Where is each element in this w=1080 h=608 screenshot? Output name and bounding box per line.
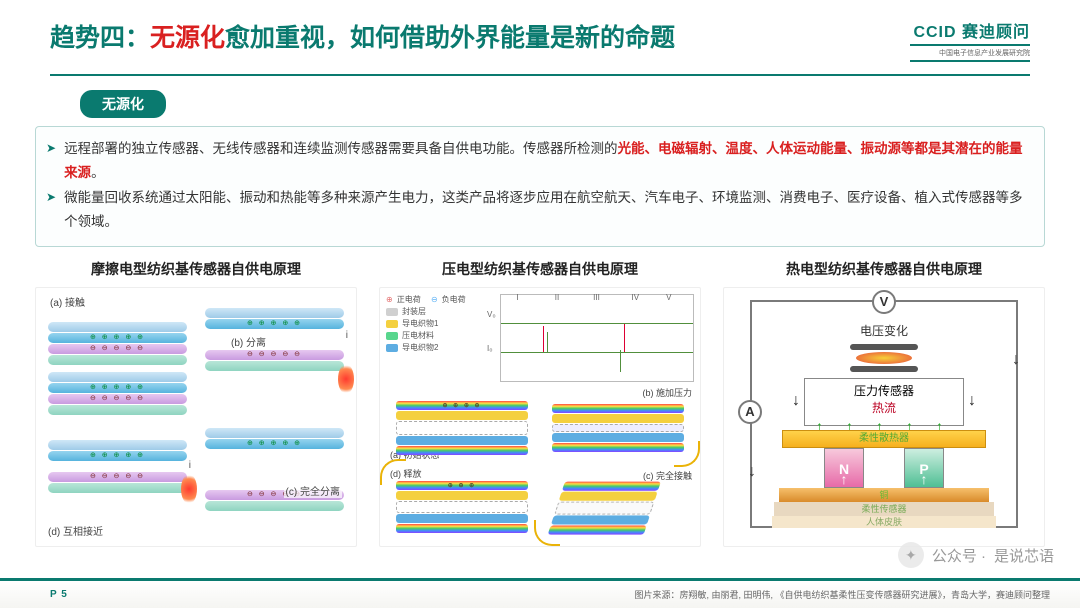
page-number: P 5 (50, 589, 68, 600)
piezo-diagram: ⊕正电荷 ⊖负电荷 封装层 导电织物1 压电材料 导电织物2 V₀ I₀ I I… (379, 287, 701, 547)
tribo-diagram: (a) 接触 ⊕ ⊕ ⊕ ⊕ ⊕ ⊖ ⊖ ⊖ ⊖ ⊖ ⊕ ⊕ ⊕ ⊕ ⊕ ⊖ ⊖… (35, 287, 357, 547)
header-divider (50, 74, 1030, 76)
figure-title: 热电型纺织基传感器自供电原理 (786, 259, 982, 279)
flex-sensor-bar: 柔性传感器 (774, 502, 994, 516)
cycle-arrow-icon (380, 459, 406, 485)
section-tag: 无源化 (80, 90, 166, 118)
legend-label: 导电织物1 (402, 318, 438, 330)
burst-icon (338, 364, 354, 394)
tribo-label-a: (a) 接触 (48, 294, 87, 309)
state-label: (b) 施加压力 (642, 386, 692, 399)
skin-bar: 人体皮肤 (772, 516, 996, 528)
bullet-pre: 微能量回收系统通过太阳能、振动和热能等多种来源产生电力，这类产品将逐步应用在航空… (64, 190, 1023, 229)
bullet-marker: ➤ (46, 137, 56, 184)
bullet-item: ➤ 远程部署的独立传感器、无线传感器和连续监测传感器需要具备自供电功能。传感器所… (46, 137, 1030, 184)
figure-piezo: 压电型纺织基传感器自供电原理 ⊕正电荷 ⊖负电荷 封装层 导电织物1 压电材料 … (379, 259, 701, 547)
figure-title: 压电型纺织基传感器自供电原理 (442, 259, 638, 279)
arrow-down-icon: ↓ (1012, 351, 1020, 369)
watermark-name: 是说芯语 (994, 545, 1054, 566)
slide-header: 趋势四：无源化愈加重视，如何借助外界能量是新的命题 CCID 赛迪顾问 中国电子… (0, 0, 1080, 74)
current-label: i (189, 460, 191, 471)
slide-title: 趋势四：无源化愈加重视，如何借助外界能量是新的命题 (50, 18, 675, 54)
legend-label: 压电材料 (402, 330, 434, 342)
current-label: i (346, 330, 348, 341)
state-label: (c) 完全接触 (643, 469, 692, 482)
phase-label: II (555, 293, 559, 302)
arrow-down-icon: ↓ (792, 392, 800, 410)
arrow-down-icon: ↓ (968, 392, 976, 410)
tribo-label-c: (c) 完全分离 (284, 483, 342, 498)
title-rest: 愈加重视，如何借助外界能量是新的命题 (225, 24, 675, 52)
title-prefix: 趋势四： (50, 24, 150, 52)
phase-label: III (593, 293, 600, 302)
tribo-state-b: (b) 分离 ⊕ ⊕ ⊕ ⊕ ⊕ ⊖ ⊖ ⊖ ⊖ ⊖ i (199, 294, 350, 414)
tag-row: 无源化 (80, 90, 1030, 118)
bullet-item: ➤ 微能量回收系统通过太阳能、振动和热能等多种来源产生电力，这类产品将逐步应用在… (46, 186, 1030, 233)
figure-title: 摩擦电型纺织基传感器自供电原理 (91, 259, 301, 279)
arrow-down-icon: ↓ (748, 463, 756, 481)
phase-label: IV (632, 293, 640, 302)
axis-label: V₀ (487, 310, 496, 319)
thermo-circuit-frame: V A ↓ ↓ 电压变化 压力传感器 热流 ↓ ↓ ↑ ↑ ↑ ↑ ↑ (750, 300, 1018, 528)
piezo-states: (a) 初始状态 ⊕ ⊕ ⊕ ⊕ ⊖ ⊖ ⊖ ⊖ (b) 施加压力 (386, 386, 694, 540)
logo: CCID 赛迪顾问 中国电子信息产业发展研究院 (910, 18, 1030, 64)
burst-icon (181, 474, 197, 504)
logo-sub: 中国电子信息产业发展研究院 (910, 48, 1030, 58)
logo-line (910, 60, 1030, 62)
tribo-state-a: (a) 接触 ⊕ ⊕ ⊕ ⊕ ⊕ ⊖ ⊖ ⊖ ⊖ ⊖ ⊕ ⊕ ⊕ ⊕ ⊕ ⊖ ⊖… (42, 294, 193, 414)
logo-main: CCID 赛迪顾问 (910, 18, 1030, 42)
tribo-label-d: (d) 互相接近 (46, 523, 105, 538)
copper-bar: 铜 (779, 488, 989, 502)
piezo-state-b: (b) 施加压力 (542, 386, 694, 461)
voltage-label: 电压变化 (860, 322, 908, 339)
ammeter-icon: A (738, 400, 762, 424)
tribo-state-d: (d) 互相接近 ⊕ ⊕ ⊕ ⊕ ⊕ ⊖ ⊖ ⊖ ⊖ ⊖ i (42, 420, 193, 540)
legend-label: 负电荷 (442, 294, 466, 306)
cycle-arrow-icon (674, 441, 700, 467)
legend-label: 导电织物2 (402, 342, 438, 354)
axis-label: I₀ (487, 344, 493, 353)
slide-footer: P 5 图片来源：房翔敏, 由丽君, 田明伟, 《自供电纺织基柔性压变传感器研究… (0, 578, 1080, 608)
voltmeter-icon: V (872, 290, 896, 314)
phase-label: I (516, 293, 518, 302)
figure-thermo: 热电型纺织基传感器自供电原理 V A ↓ ↓ 电压变化 压力传感器 热流 ↓ ↓… (723, 259, 1045, 547)
heatflow-label: 热流 (805, 399, 963, 416)
watermark: ✦ 公众号 · 是说芯语 (898, 542, 1054, 568)
watermark-prefix: 公众号 · (932, 545, 986, 566)
bullet-text: 远程部署的独立传感器、无线传感器和连续监测传感器需要具备自供电功能。传感器所检测… (64, 137, 1030, 184)
title-highlight: 无源化 (150, 24, 225, 52)
piezo-legend: ⊕正电荷 ⊖负电荷 封装层 导电织物1 压电材料 导电织物2 (386, 294, 496, 382)
tribo-state-c: (c) 完全分离 ⊕ ⊕ ⊕ ⊕ ⊕ ⊖ ⊖ ⊖ ⊖ ⊖ (199, 420, 350, 540)
pressure-label: 压力传感器 (805, 382, 963, 399)
bullet-box: ➤ 远程部署的独立传感器、无线传感器和连续监测传感器需要具备自供电功能。传感器所… (35, 126, 1045, 247)
thermo-diagram: V A ↓ ↓ 电压变化 压力传感器 热流 ↓ ↓ ↑ ↑ ↑ ↑ ↑ (723, 287, 1045, 547)
piezo-graph: V₀ I₀ I II III IV V (500, 294, 694, 382)
capacitor-icon (850, 344, 918, 372)
legend-label: 封装层 (402, 306, 426, 318)
heatsink-bar: 柔性散热器 (782, 430, 986, 448)
n-pillar: N ↑ (824, 448, 864, 488)
bullet-text: 微能量回收系统通过太阳能、振动和热能等多种来源产生电力，这类产品将逐步应用在航空… (64, 186, 1030, 233)
phase-label: V (666, 293, 671, 302)
bullet-post: 。 (91, 165, 105, 180)
wechat-icon: ✦ (898, 542, 924, 568)
figures-row: 摩擦电型纺织基传感器自供电原理 (a) 接触 ⊕ ⊕ ⊕ ⊕ ⊕ ⊖ ⊖ ⊖ ⊖… (35, 259, 1045, 547)
piezo-state-a: (a) 初始状态 ⊕ ⊕ ⊕ ⊕ ⊖ ⊖ ⊖ ⊖ (386, 386, 538, 461)
source-citation: 图片来源：房翔敏, 由丽君, 田明伟, 《自供电纺织基柔性压变传感器研究进展》，… (634, 588, 1050, 601)
piezo-state-d: (d) 释放 ⊕ ⊕ ⊕ ⊖ ⊖ ⊖ (386, 465, 538, 540)
bullet-pre: 远程部署的独立传感器、无线传感器和连续监测传感器需要具备自供电功能。传感器所检测… (64, 141, 618, 156)
piezo-state-c: (c) 完全接触 (542, 465, 694, 540)
cycle-arrow-icon (534, 520, 560, 546)
logo-line (910, 44, 1030, 46)
tribo-label-b: (b) 分离 (229, 334, 268, 349)
figure-tribo: 摩擦电型纺织基传感器自供电原理 (a) 接触 ⊕ ⊕ ⊕ ⊕ ⊕ ⊖ ⊖ ⊖ ⊖… (35, 259, 357, 547)
legend-label: 正电荷 (397, 294, 421, 306)
p-pillar: P ↑ (904, 448, 944, 488)
bullet-marker: ➤ (46, 186, 56, 233)
